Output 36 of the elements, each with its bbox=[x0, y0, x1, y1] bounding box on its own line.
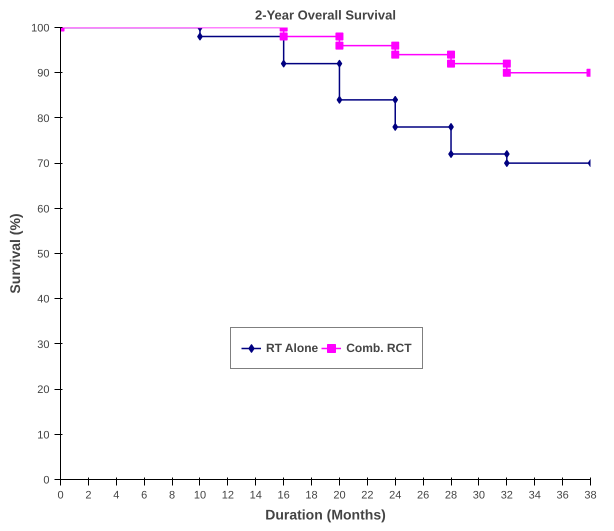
x-tick-label: 38 bbox=[584, 490, 597, 502]
x-tick-label: 10 bbox=[194, 490, 206, 502]
x-tick-label: 32 bbox=[500, 490, 513, 502]
y-tick-label: 100 bbox=[31, 22, 50, 34]
x-tick-label: 2 bbox=[85, 490, 92, 502]
x-tick-label: 30 bbox=[472, 490, 486, 502]
y-tick-label: 80 bbox=[37, 112, 50, 125]
legend-label: Comb. RCT bbox=[346, 341, 412, 355]
x-tick-label: 16 bbox=[278, 490, 290, 502]
y-tick-label: 60 bbox=[37, 203, 50, 216]
y-tick-label: 20 bbox=[37, 384, 50, 396]
x-tick-label: 4 bbox=[113, 490, 120, 502]
x-tick-label: 36 bbox=[556, 490, 569, 502]
y-tick-label: 90 bbox=[37, 68, 50, 80]
x-tick-label: 22 bbox=[361, 490, 374, 502]
x-tick-label: 20 bbox=[333, 490, 346, 502]
legend-label: RT Alone bbox=[266, 341, 318, 355]
x-tick-label: 14 bbox=[250, 490, 262, 502]
x-tick-label: 18 bbox=[305, 490, 318, 502]
y-tick-label: 0 bbox=[43, 474, 50, 486]
x-tick-label: 0 bbox=[57, 490, 64, 502]
y-axis-title: Survival (%) bbox=[7, 213, 24, 294]
y-tick-label: 50 bbox=[37, 248, 50, 260]
x-tick-label: 8 bbox=[169, 490, 176, 502]
x-tick-label: 12 bbox=[222, 490, 234, 502]
x-tick-label: 34 bbox=[528, 490, 541, 502]
y-tick-label: 70 bbox=[37, 158, 50, 170]
x-axis-title: Duration (Months) bbox=[265, 506, 386, 522]
x-tick-label: 6 bbox=[141, 490, 148, 502]
x-tick-label: 28 bbox=[444, 490, 458, 502]
y-tick-label: 30 bbox=[37, 338, 50, 351]
chart-title: 2-Year Overall Survival bbox=[255, 8, 396, 22]
x-tick-label: 24 bbox=[389, 490, 402, 502]
y-tick-label: 10 bbox=[37, 429, 50, 442]
x-tick-label: 26 bbox=[417, 490, 430, 502]
y-tick-label: 40 bbox=[37, 294, 50, 306]
